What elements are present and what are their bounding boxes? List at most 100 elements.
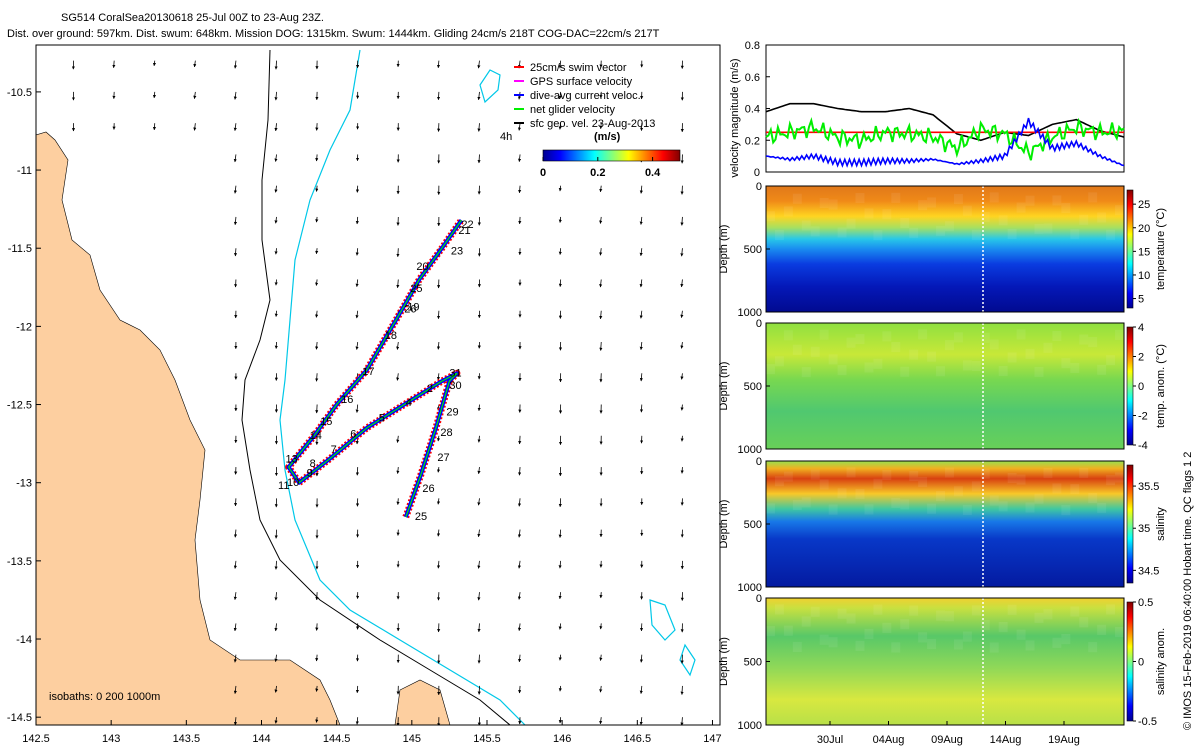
heatmap-texture — [1097, 365, 1106, 375]
heatmap-texture — [963, 360, 972, 370]
track-day-label: 7 — [331, 444, 337, 456]
legend-label: GPS surface velocity — [530, 76, 633, 88]
heatmap-texture — [811, 607, 820, 617]
track-day-label: 26 — [404, 303, 416, 315]
heatmap-texture — [793, 345, 802, 355]
heatmap-texture — [1097, 503, 1106, 513]
track-day-label: 15 — [320, 416, 332, 428]
heatmap-ytick-label: 0 — [756, 456, 762, 468]
track-day-label: 16 — [341, 394, 353, 406]
heatmap-texture — [802, 616, 811, 626]
heatmap-texture — [1017, 630, 1026, 640]
heatmap-texture — [838, 227, 847, 237]
colorbar-tick-label: 34.5 — [1138, 565, 1159, 577]
heatmap-texture — [891, 498, 900, 508]
heatmap-texture — [1017, 329, 1026, 339]
track-day-label: 4 — [406, 397, 412, 409]
heatmap-texture — [891, 642, 900, 652]
heatmap-ytick-label: 500 — [744, 657, 762, 669]
heatmap-texture — [1017, 203, 1026, 213]
heatmap-texture — [999, 366, 1008, 376]
heatmap-ytick-label: 0 — [756, 181, 762, 193]
heatmap-texture — [820, 198, 829, 208]
velocity-ylabel: velocity magnitude (m/s) — [729, 58, 741, 177]
colorbar-tick-label: 10 — [1138, 270, 1150, 282]
heatmap-texture — [766, 211, 775, 221]
heatmap-texture — [856, 193, 865, 203]
heatmap-texture — [954, 486, 963, 496]
heatmap-texture — [1043, 343, 1052, 353]
heatmap-texture — [963, 206, 972, 216]
heatmap-texture — [972, 361, 981, 371]
current-vector-arrow — [601, 342, 602, 351]
heatmap-texture — [811, 347, 820, 357]
heatmap-texture — [882, 623, 891, 633]
heatmap-texture — [1026, 349, 1035, 359]
heatmap-texture — [1008, 605, 1017, 615]
heatmap-texture — [829, 505, 838, 515]
heatmap-texture — [981, 212, 990, 222]
track-day-label: 28 — [440, 427, 452, 439]
heatmap-colorbar — [1127, 327, 1133, 445]
heatmap-texture — [1008, 473, 1017, 483]
map-xtick-label: 147 — [703, 733, 721, 745]
heatmap-texture — [1070, 363, 1079, 373]
track-day-label: 27 — [437, 452, 449, 464]
title-line-2: Dist. over ground: 597km. Dist. swum: 64… — [7, 28, 660, 40]
heatmap-texture — [927, 639, 936, 649]
current-vector-arrow — [317, 154, 318, 161]
heatmap-texture — [1061, 505, 1070, 515]
track-day-label: 2 — [427, 383, 433, 395]
track-day-label: 25 — [415, 511, 427, 523]
current-vector-arrow — [641, 405, 642, 413]
heatmap-texture — [1088, 493, 1097, 503]
heatmap-texture — [990, 496, 999, 506]
heatmap-texture — [802, 221, 811, 231]
heatmap-texture — [1070, 229, 1079, 239]
heatmap-texture — [1097, 212, 1106, 222]
heatmap-texture — [864, 208, 873, 218]
track-day-label: 20 — [416, 261, 428, 273]
heatmap-ytick-label: 0 — [756, 593, 762, 605]
map-ytick-label: -11 — [17, 165, 32, 177]
map-xtick-label: 145.5 — [473, 733, 501, 745]
heatmap-texture — [820, 479, 829, 489]
heatmap-texture — [999, 215, 1008, 225]
heatmap-texture — [856, 489, 865, 499]
heatmap-texture — [864, 362, 873, 372]
current-vector-arrow — [560, 498, 561, 506]
heatmap-texture — [1070, 484, 1079, 494]
heatmap-texture — [864, 629, 873, 639]
heatmap-texture — [1088, 192, 1097, 202]
date-tick-label: 19Aug — [1048, 734, 1080, 746]
speed-colorbar — [543, 150, 680, 161]
heatmap-texture — [1008, 352, 1017, 362]
heatmap-texture — [802, 497, 811, 507]
map-xtick-label: 144 — [252, 733, 270, 745]
heatmap-texture — [829, 200, 838, 210]
heatmap-texture — [927, 352, 936, 362]
heatmap-texture — [873, 605, 882, 615]
track-day-label: 26 — [422, 483, 434, 495]
heatmap-texture — [1043, 609, 1052, 619]
heatmap-texture — [1026, 196, 1035, 206]
heatmap-texture — [1079, 468, 1088, 478]
heatmap-texture — [1061, 358, 1070, 368]
velocity-ytick-label: 0.2 — [745, 135, 760, 147]
heatmap-ylabel: Depth (m) — [718, 637, 730, 686]
heatmap-texture — [1106, 355, 1115, 365]
colorbar-title: temp. anom. (°C) — [1155, 344, 1167, 428]
heatmap-ytick-label: 1000 — [738, 444, 762, 456]
track-day-label: 30 — [449, 380, 461, 392]
heatmap-texture — [1035, 494, 1044, 504]
heatmap-texture — [766, 503, 775, 513]
heatmap-texture — [1115, 205, 1124, 215]
heatmap-texture — [936, 366, 945, 376]
heatmap-texture — [990, 192, 999, 202]
heatmap-ylabel: Depth (m) — [718, 362, 730, 411]
heatmap-texture — [927, 197, 936, 207]
colorbar-tick-label: 0.4 — [645, 167, 661, 179]
heatmap-texture — [838, 365, 847, 375]
map-xtick-label: 144.5 — [323, 733, 351, 745]
heatmap-texture — [918, 632, 927, 642]
